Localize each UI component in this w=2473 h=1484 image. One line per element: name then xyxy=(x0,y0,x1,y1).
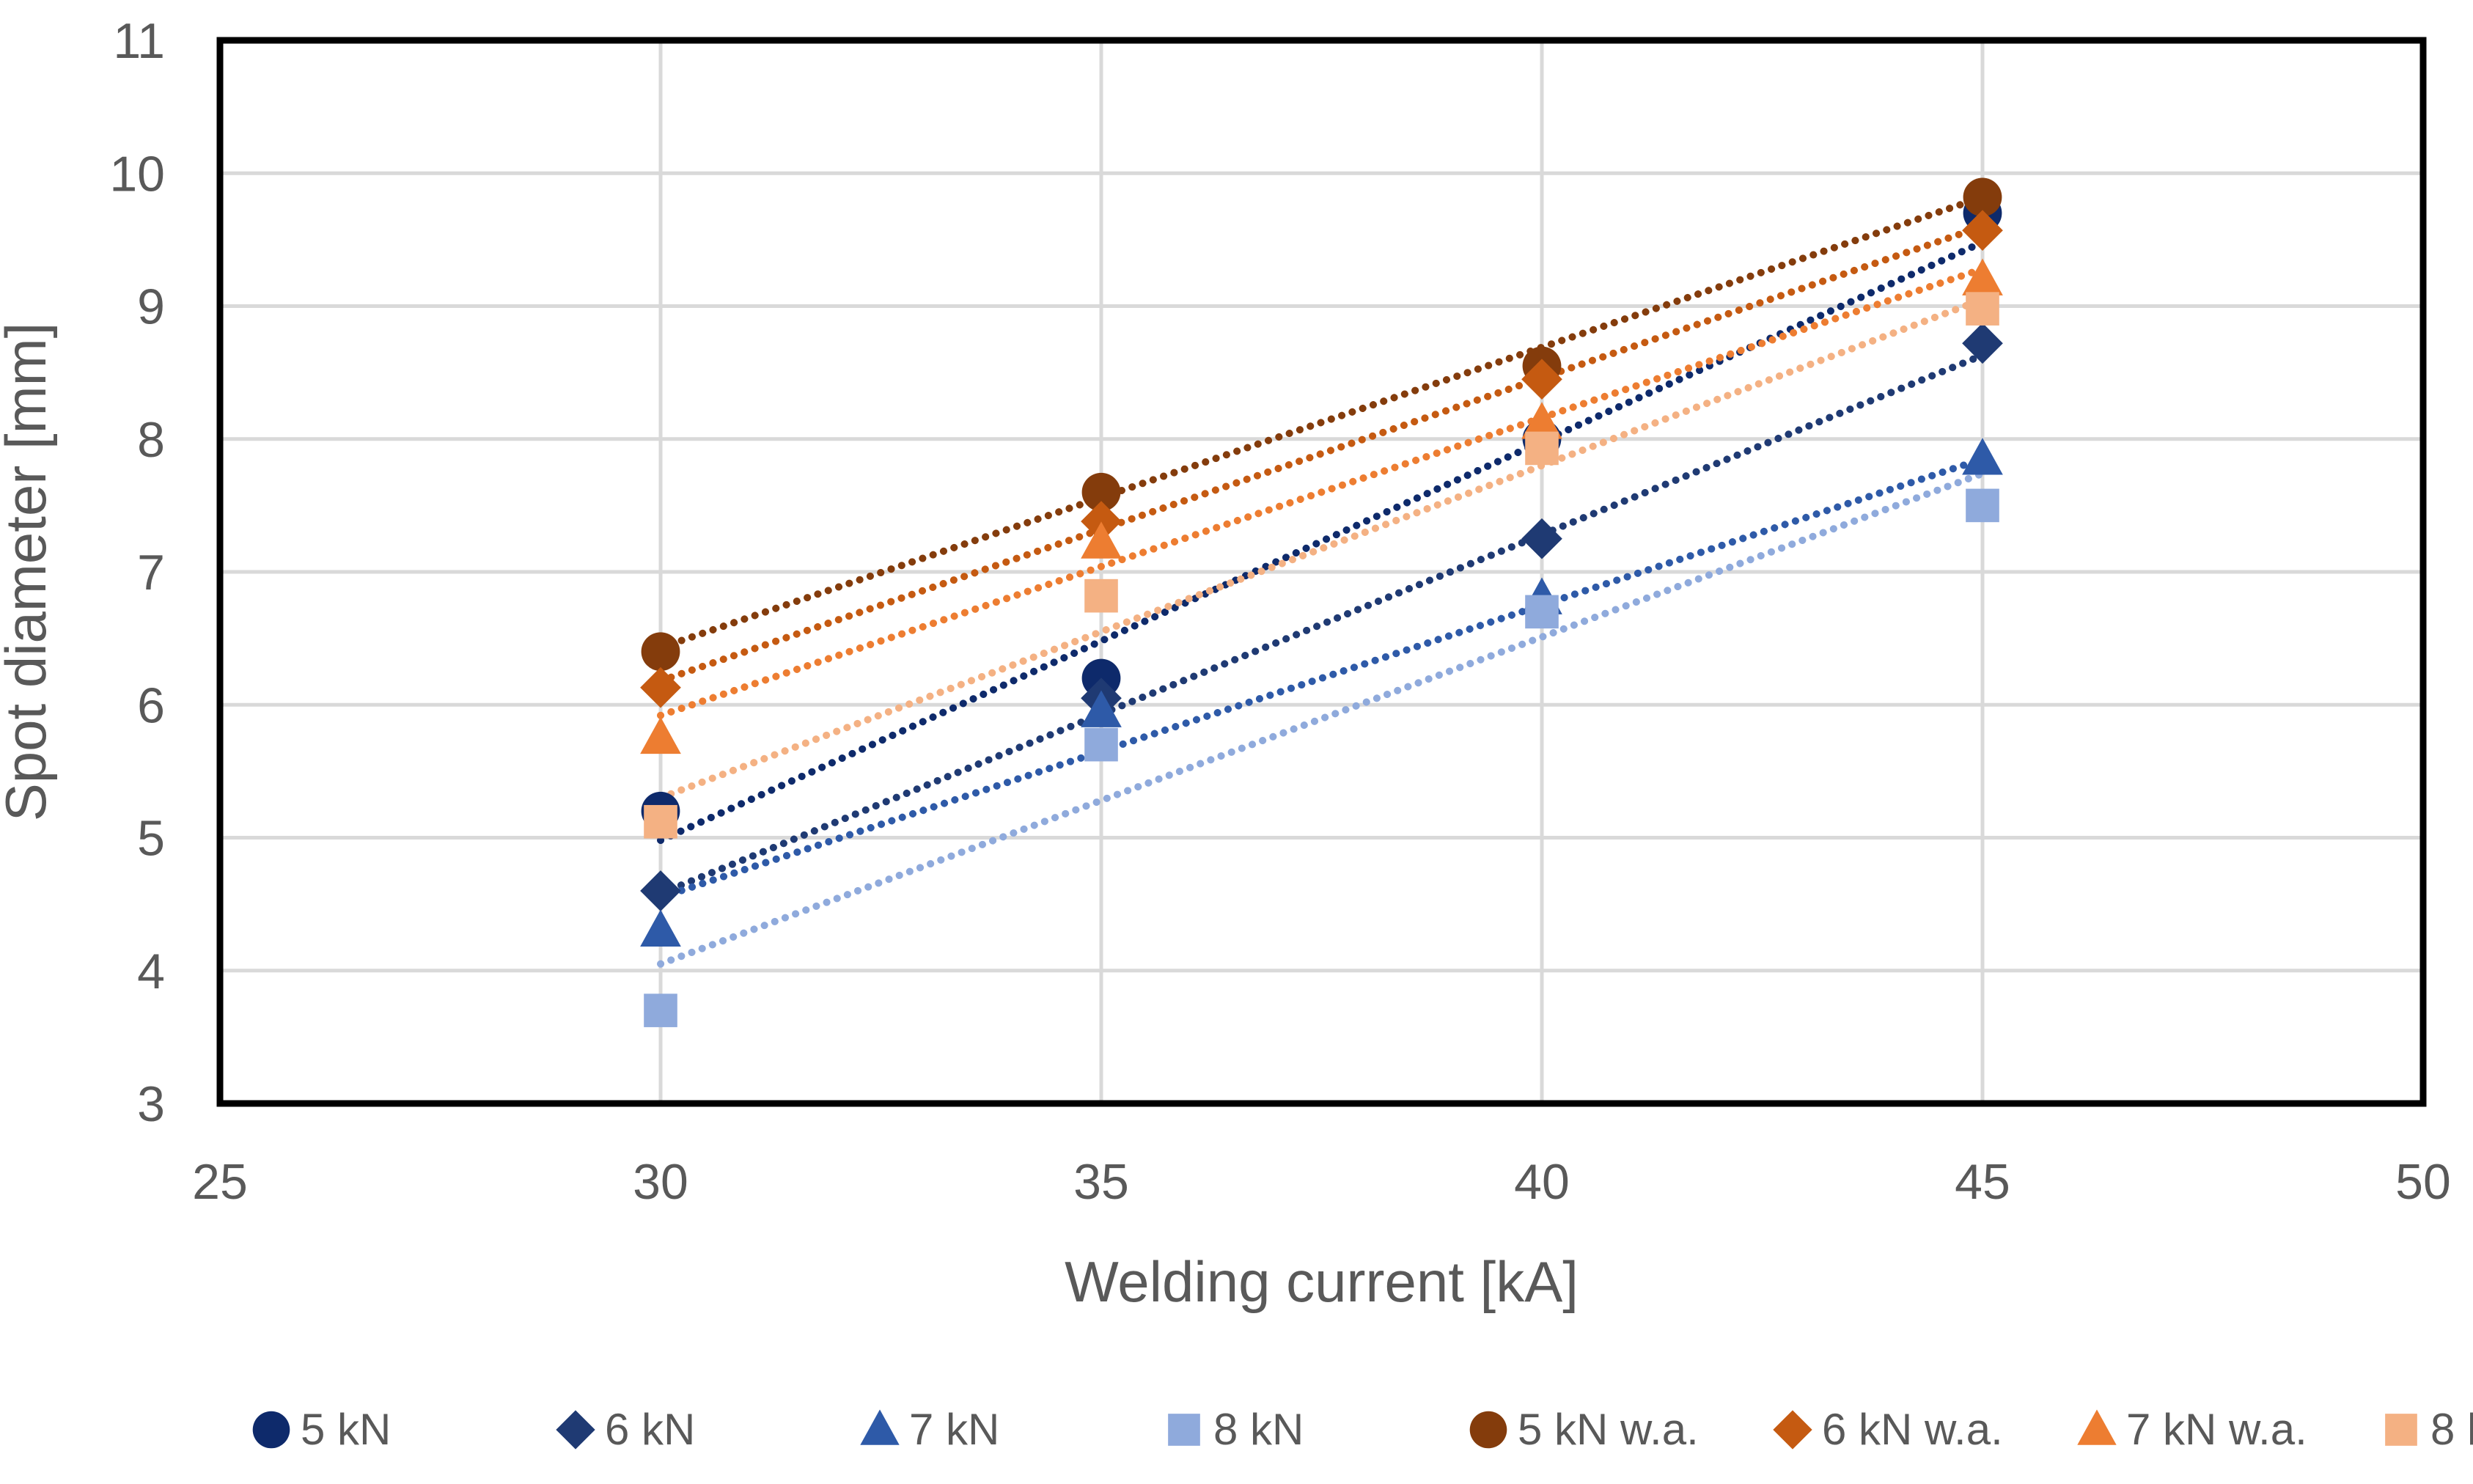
data-point xyxy=(1081,501,1122,542)
data-point xyxy=(640,909,681,947)
data-point xyxy=(1963,177,2002,217)
legend-item: 7 kN xyxy=(860,1405,999,1454)
data-point xyxy=(1521,402,1562,439)
y-axis-title: Spot diameter [mm] xyxy=(0,323,58,822)
x-tick-label: 45 xyxy=(1955,1154,2010,1210)
data-point xyxy=(1081,521,1122,559)
x-tick-label: 35 xyxy=(1073,1154,1129,1210)
data-point xyxy=(640,716,681,754)
legend-label: 7 kN w.a. xyxy=(2126,1405,2307,1454)
legend-marker xyxy=(1469,1411,1507,1449)
data-point xyxy=(640,870,681,911)
legend-label: 8 kN xyxy=(1213,1405,1304,1454)
y-tick-label: 5 xyxy=(137,811,165,867)
legend-label: 5 kN w.a. xyxy=(1518,1405,1699,1454)
x-axis-title: Welding current [kA] xyxy=(1065,1249,1579,1314)
legend-label: 6 kN w.a. xyxy=(1822,1405,2003,1454)
data-point xyxy=(1966,292,1999,326)
legend-marker xyxy=(860,1409,900,1445)
x-tick-label: 50 xyxy=(2395,1154,2451,1210)
legend-marker xyxy=(1168,1414,1200,1446)
trendline xyxy=(657,222,1986,685)
data-point xyxy=(1521,518,1562,559)
trendline xyxy=(657,455,1986,902)
data-point xyxy=(644,804,677,839)
data-point xyxy=(644,993,677,1027)
x-tick-label: 40 xyxy=(1514,1154,1570,1210)
legend-label: 7 kN xyxy=(909,1405,999,1454)
data-point xyxy=(1962,258,2003,295)
data-points xyxy=(640,177,2003,1027)
data-point xyxy=(1084,727,1118,762)
legend-label: 8 kN w.a. xyxy=(2430,1405,2473,1454)
trendline xyxy=(657,295,1986,802)
legend-item: 5 kN w.a. xyxy=(1469,1405,1699,1454)
data-point xyxy=(1962,438,2003,475)
y-tick-label: 4 xyxy=(137,944,165,999)
y-tick-label: 7 xyxy=(137,545,165,600)
data-point xyxy=(1084,578,1118,613)
legend-item: 8 kN w.a. xyxy=(2385,1405,2473,1454)
legend-label: 6 kN xyxy=(605,1405,695,1454)
data-point xyxy=(1525,431,1559,466)
trendline xyxy=(657,469,1986,968)
y-tick-label: 10 xyxy=(109,146,165,202)
y-tick-label: 11 xyxy=(113,13,165,69)
data-point xyxy=(1966,488,1999,523)
data-point xyxy=(1962,323,2003,364)
y-tick-label: 6 xyxy=(137,677,165,733)
x-axis-tick-labels: 25 30 35 40 45 50 xyxy=(192,1154,2451,1210)
x-tick-label: 30 xyxy=(633,1154,688,1210)
plot-area-border xyxy=(216,37,2427,1107)
legend-item: 7 kN w.a. xyxy=(2077,1405,2307,1454)
x-tick-label: 25 xyxy=(192,1154,248,1210)
trendlines xyxy=(657,193,1986,968)
legend-marker xyxy=(1773,1410,1812,1450)
trendline xyxy=(657,265,1986,719)
data-point xyxy=(1962,210,2003,251)
y-tick-label: 8 xyxy=(137,412,165,468)
data-point xyxy=(1521,359,1562,400)
legend-item: 6 kN xyxy=(556,1405,695,1454)
data-point xyxy=(1525,595,1559,629)
data-point xyxy=(1081,472,1121,512)
legend-marker xyxy=(2385,1414,2417,1446)
data-point xyxy=(641,632,680,672)
legend-marker xyxy=(556,1410,595,1450)
legend: 5 kN 6 kN 7 kN 8 kN 5 kN w.a. 6 kN w.a. 7 kN w… xyxy=(252,1405,2473,1454)
legend-marker xyxy=(2077,1409,2117,1445)
legend-item: 8 kN xyxy=(1168,1405,1304,1454)
y-tick-label: 9 xyxy=(137,279,165,335)
y-axis-tick-labels: 3 4 5 6 7 8 9 10 11 xyxy=(109,13,165,1132)
legend-item: 5 kN xyxy=(252,1405,391,1454)
data-point xyxy=(640,666,681,708)
trendline xyxy=(657,193,1986,652)
legend-item: 6 kN w.a. xyxy=(1773,1405,2003,1454)
legend-label: 5 kN xyxy=(301,1405,391,1454)
y-tick-label: 3 xyxy=(137,1076,165,1132)
legend-marker xyxy=(252,1411,290,1449)
data-point xyxy=(1081,690,1122,727)
